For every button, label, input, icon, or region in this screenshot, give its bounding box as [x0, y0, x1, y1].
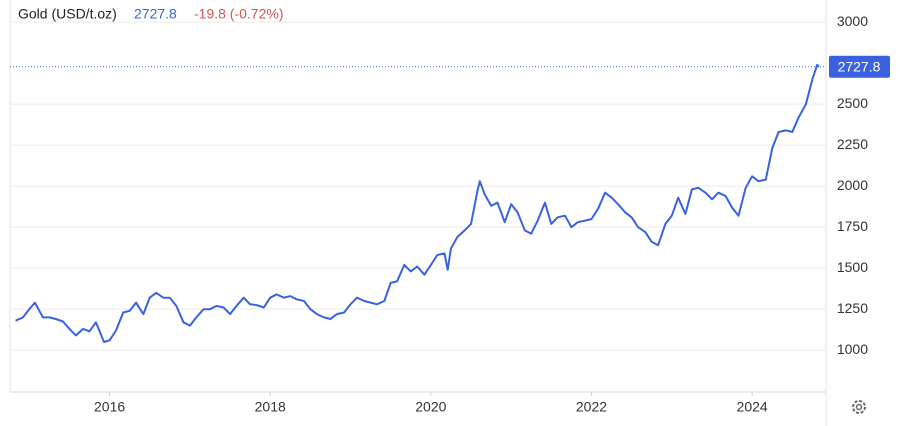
- x-tick-label: 2020: [415, 399, 446, 415]
- price-line: [15, 63, 820, 343]
- x-tick-label: 2022: [576, 399, 607, 415]
- last-price-label: 2727.8: [838, 58, 881, 74]
- y-tick-label: 1750: [837, 218, 868, 234]
- y-tick-label: 1250: [837, 300, 868, 316]
- x-tick-label: 2024: [737, 399, 768, 415]
- chart-title: Gold (USD/t.oz): [18, 6, 117, 22]
- y-tick-label: 1500: [837, 259, 868, 275]
- y-tick-label: 2000: [837, 177, 868, 193]
- settings-icon[interactable]: [852, 400, 866, 414]
- y-tick-label: 2500: [837, 95, 868, 111]
- x-tick-label: 2016: [94, 399, 125, 415]
- y-tick-label: 2250: [837, 136, 868, 152]
- last-price-box: [829, 55, 890, 78]
- price-change: -19.8 (-0.72%): [194, 6, 283, 22]
- y-tick-label: 3000: [837, 13, 868, 29]
- x-tick-label: 2018: [255, 399, 286, 415]
- y-tick-label: 1000: [837, 341, 868, 357]
- current-price: 2727.8: [134, 6, 177, 22]
